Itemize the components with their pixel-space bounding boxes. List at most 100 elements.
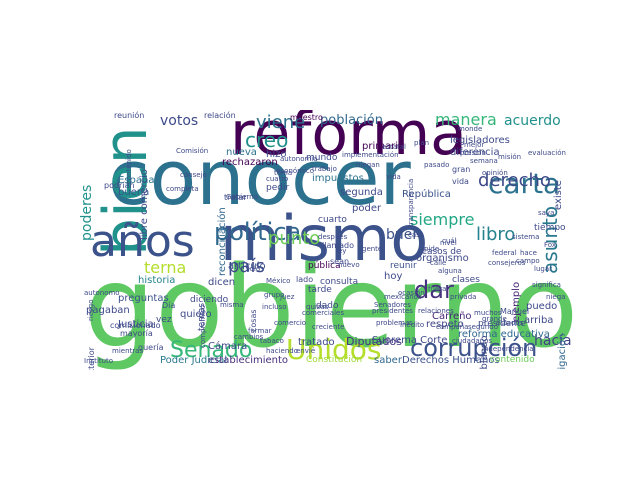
word: después [318,233,348,241]
word: investigación [557,333,568,370]
word: tabaco [260,337,284,345]
word-cloud: gobierno conocer mismo reforma bien años corru… [80,110,574,370]
word: vida [386,173,401,181]
word: lado [296,275,314,284]
word: sean [330,257,350,266]
word: segunda [340,187,383,198]
word: vez [156,315,172,325]
word: presidentes [372,307,413,315]
word: diciendo [190,295,229,305]
word: contenido [125,149,133,184]
word: implementación [342,151,399,159]
word: carta [488,167,561,200]
word: presión [460,149,486,157]
word: dado [316,301,339,311]
word: llamado [322,241,355,250]
word: Derechos Humanos [402,355,500,366]
word: contenido [490,355,535,365]
word: riesgo [87,299,95,322]
word: creo [245,128,289,152]
word: cambios [234,333,264,341]
word: económico [276,167,315,175]
word: España [118,175,155,186]
word: federal [492,249,517,257]
word: reforma [230,110,467,169]
word: pasado [424,161,450,169]
word: consulta [320,277,359,287]
word: transparencia [407,178,415,227]
word: haciendo [266,347,298,355]
word: respeto [426,319,464,330]
word: estados [496,319,524,327]
word: Manuel [500,307,530,316]
word: arriba [524,315,554,326]
word: inédito [400,321,425,329]
word: Senado [170,338,253,363]
word: opinión [482,169,508,177]
word: envié [296,347,316,355]
word: legisladores [450,135,510,146]
word: comercio [274,319,307,327]
word: Carreño [432,311,472,322]
word: mismo [220,202,429,275]
word: rechazaron [222,157,278,168]
word: poder [352,203,382,214]
word: saya [538,209,555,217]
word: Gobierno [226,193,258,201]
word: compromiso [199,304,207,348]
word: nuevo [338,261,360,269]
word: impuestos [312,173,364,184]
word: República [402,189,451,200]
word: organismo [416,253,469,264]
word: reforma educativa [458,329,550,340]
word: poderes [80,184,95,241]
word: cuál [442,237,457,245]
word: tarde [308,285,332,295]
word: estatal [382,143,406,151]
word: primaria [362,141,405,152]
word: tiempo [534,223,566,233]
word: creciente [312,323,345,331]
word: viene [256,112,306,133]
word: semana [470,157,498,165]
word: monde [458,125,483,133]
word: campo [516,257,540,265]
word: autonomo [84,289,120,297]
word: casos de [422,247,462,257]
word: comerciales [302,309,344,317]
word: siempre [410,210,475,229]
word: años [90,216,195,267]
word: ley [336,247,347,255]
word: completa [166,185,199,193]
word: nivel [440,239,457,247]
word: consejeros [488,259,526,267]
word: quiero [180,309,212,320]
word: gobierno [84,243,574,370]
word: gente [362,245,383,253]
word: solo [246,265,261,273]
word: evaluación [528,149,566,157]
word: ocasión [398,289,425,297]
word: segundo [468,323,498,331]
word: grupo [264,291,285,299]
word: Cámara [208,341,248,352]
word: niegan [356,161,380,169]
word: corrupción [410,334,538,362]
word: acuerdo [504,113,561,129]
word: comisionado [110,321,161,330]
word: relación [204,111,236,120]
word: misma [220,301,244,309]
word: dicen [208,277,236,288]
word: niega [546,293,566,301]
word: formar [248,327,272,335]
word: mientras [112,347,144,355]
word: plan [414,139,430,147]
word: Constitución [306,355,363,365]
word: puedo [526,301,558,312]
word: mayoría [120,329,153,338]
word: reunión [114,111,145,120]
word: Diputados [346,335,402,348]
word: hace [520,249,537,257]
word: gran [452,165,471,174]
word: pedir [266,183,290,193]
